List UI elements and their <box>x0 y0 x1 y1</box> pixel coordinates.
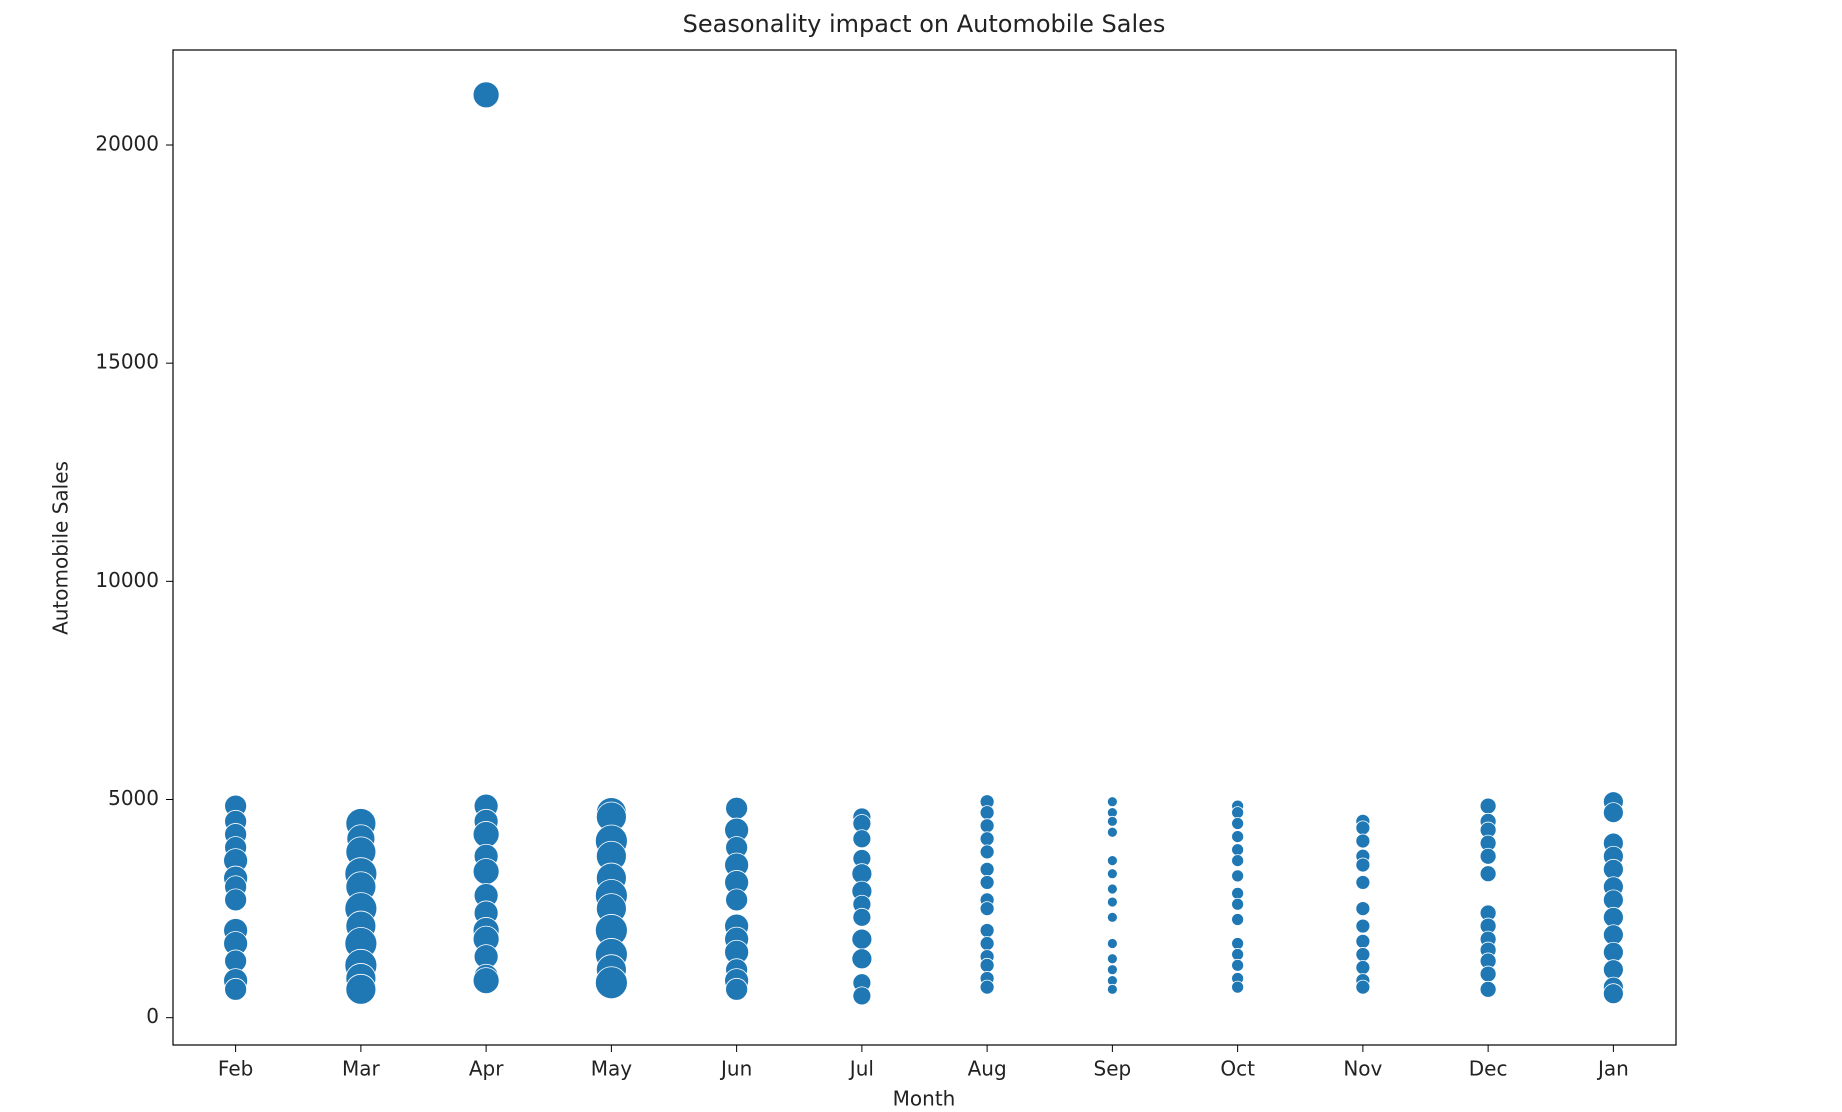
point <box>1355 979 1371 995</box>
point <box>979 936 995 951</box>
point <box>1106 868 1118 880</box>
point <box>1106 855 1118 867</box>
point <box>1602 924 1624 946</box>
point <box>1602 983 1624 1005</box>
y-tick-label: 5000 <box>108 786 159 810</box>
point <box>979 875 995 890</box>
point <box>1479 865 1497 883</box>
point <box>1479 847 1497 865</box>
point <box>979 861 995 877</box>
x-tick-label: Jan <box>1596 1057 1629 1081</box>
point <box>1106 953 1118 965</box>
point <box>1231 980 1245 994</box>
point <box>1231 830 1245 844</box>
point <box>1355 918 1371 934</box>
point <box>1231 869 1245 883</box>
x-tick-label: Apr <box>469 1057 504 1081</box>
point <box>1355 947 1371 962</box>
x-tick-label: Jul <box>848 1057 874 1081</box>
plot-frame <box>172 49 1677 1046</box>
point <box>472 821 500 848</box>
x-tick-label: Mar <box>342 1057 381 1081</box>
point <box>979 831 995 847</box>
point <box>1106 896 1118 908</box>
point <box>851 948 873 970</box>
point <box>1106 826 1118 838</box>
point <box>852 829 872 849</box>
point <box>979 957 995 973</box>
x-tick-label: Oct <box>1220 1057 1255 1081</box>
point <box>1355 820 1371 836</box>
x-tick-label: May <box>591 1057 633 1081</box>
x-tick-label: Dec <box>1469 1057 1508 1081</box>
point <box>1106 938 1118 949</box>
y-tick-label: 20000 <box>95 131 159 155</box>
point <box>1231 958 1245 972</box>
point <box>1602 858 1624 880</box>
point <box>594 966 628 1000</box>
y-tick-label: 10000 <box>95 568 159 592</box>
point <box>224 977 248 1001</box>
point <box>1231 886 1245 900</box>
point <box>979 901 995 916</box>
y-tick-label: 0 <box>146 1004 159 1028</box>
y-tick-label: 15000 <box>95 350 159 374</box>
point <box>1106 983 1118 995</box>
point <box>1479 797 1497 815</box>
point <box>1106 964 1118 976</box>
point <box>1106 815 1118 827</box>
point <box>852 907 872 927</box>
point <box>472 858 500 885</box>
point <box>979 844 995 860</box>
point <box>1355 875 1371 890</box>
point <box>1231 937 1245 950</box>
point <box>1355 833 1371 849</box>
point <box>1106 883 1118 895</box>
point <box>851 928 873 950</box>
x-tick-label: Feb <box>218 1057 253 1081</box>
point <box>472 81 500 109</box>
point <box>1106 796 1118 808</box>
point <box>1602 941 1624 963</box>
point <box>979 979 995 995</box>
point <box>345 973 377 1005</box>
point <box>1602 889 1624 911</box>
point <box>1231 948 1245 961</box>
x-tick-label: Nov <box>1343 1057 1382 1081</box>
point <box>979 805 995 821</box>
point <box>1231 854 1245 868</box>
chart-title: Seasonality impact on Automobile Sales <box>683 10 1166 38</box>
point <box>1602 959 1624 981</box>
point <box>1231 897 1245 911</box>
point <box>1602 906 1624 928</box>
point <box>1355 933 1371 949</box>
point <box>851 863 873 885</box>
y-axis-label: Automobile Sales <box>49 461 73 635</box>
point <box>979 923 995 938</box>
point <box>852 986 872 1006</box>
point <box>979 818 995 834</box>
point <box>1106 911 1118 923</box>
point <box>1479 980 1497 998</box>
point <box>725 796 749 820</box>
point <box>224 888 248 912</box>
point <box>1231 913 1245 926</box>
point <box>1602 802 1624 824</box>
point <box>1231 806 1245 820</box>
point <box>472 967 500 994</box>
point <box>1355 960 1371 975</box>
point <box>1355 857 1371 873</box>
point <box>1479 965 1497 983</box>
point <box>725 888 749 912</box>
x-tick-label: Aug <box>968 1057 1007 1081</box>
point <box>1231 817 1245 830</box>
point <box>1355 901 1371 916</box>
point <box>1231 843 1245 857</box>
x-tick-label: Jun <box>719 1057 752 1081</box>
x-axis-label: Month <box>893 1087 956 1111</box>
x-tick-label: Sep <box>1094 1057 1132 1081</box>
point <box>725 977 749 1001</box>
